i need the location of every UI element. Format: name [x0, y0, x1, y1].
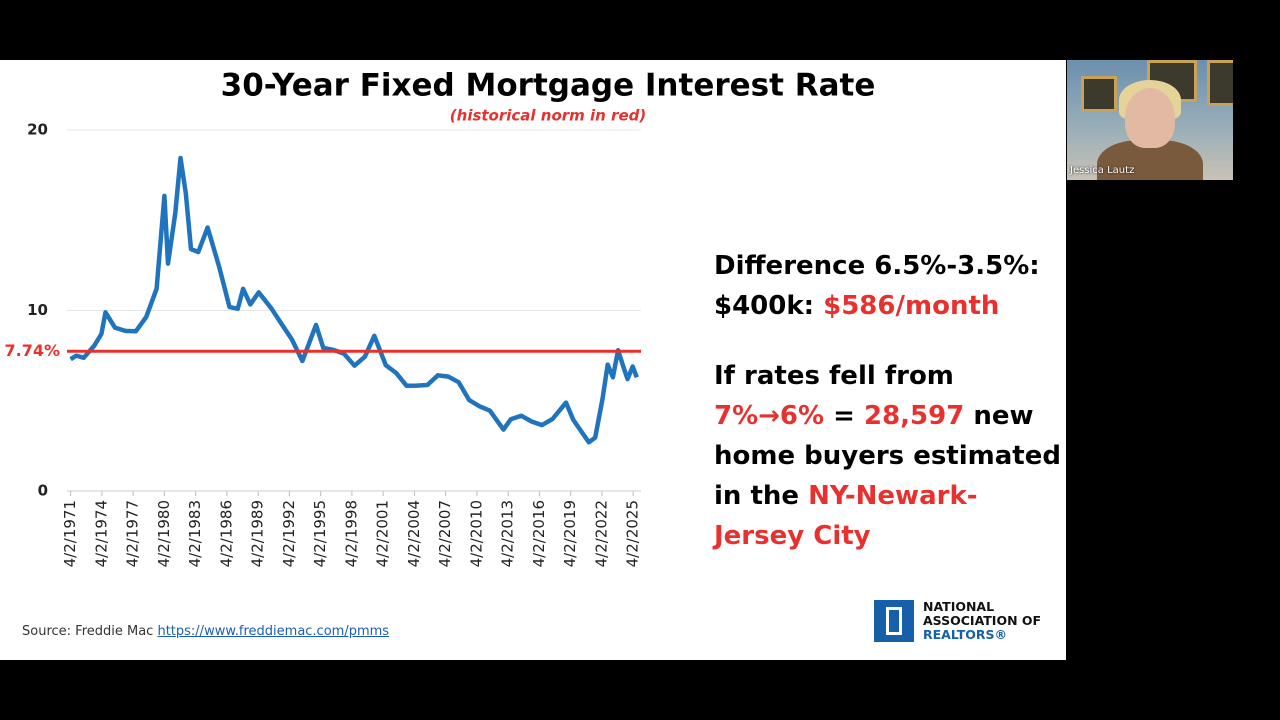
source: Source: Freddie Mac https://www.freddiem…: [22, 624, 389, 639]
callout-highlight: NY-Newark-Jersey City: [714, 481, 978, 551]
wall-picture: [1207, 60, 1233, 106]
x-tick-label: 4/2/2013: [499, 500, 517, 567]
x-tick-label: 4/2/2016: [530, 500, 548, 567]
x-tick-label: 4/2/1992: [280, 500, 298, 567]
logo-icon: [874, 600, 914, 642]
x-tick-label: 4/2/1980: [155, 500, 173, 567]
logo-line: REALTORS®: [923, 627, 1008, 642]
callout-line: home buyers estimated: [714, 441, 1061, 471]
x-tick-label: 4/2/2001: [374, 500, 392, 567]
callout-line: $400k: $586/month: [714, 286, 1040, 326]
logo-line: ASSOCIATION OF: [923, 613, 1042, 628]
wall-picture: [1081, 76, 1117, 112]
logo: NATIONAL ASSOCIATION OF REALTORS®: [874, 600, 1041, 642]
callout: If rates fell from 7%→6% = 28,597 new ho…: [714, 356, 1061, 556]
y-tick-label: 10: [27, 301, 48, 319]
participant-name: Jessica Lautz: [1070, 165, 1135, 176]
x-tick-label: 4/2/1998: [342, 500, 360, 567]
logo-line: NATIONAL: [923, 599, 995, 614]
video-tile: Jessica Lautz: [1067, 60, 1233, 180]
chart-title: 30-Year Fixed Mortgage Interest Rate: [221, 68, 876, 104]
slide: 30-Year Fixed Mortgage Interest Rate (hi…: [0, 60, 1066, 660]
chart-subtitle: (historical norm in red): [450, 107, 646, 125]
x-tick-label: 4/2/1971: [61, 500, 79, 567]
x-tick-label: 4/2/1983: [186, 500, 204, 567]
x-tick-label: 4/2/2022: [592, 500, 610, 567]
callout-line: in the NY-Newark-Jersey City: [714, 476, 1059, 556]
source-text: Source: Freddie Mac: [22, 624, 154, 639]
callout-highlight: $586/month: [823, 291, 1000, 321]
reference-label: 7.74%: [4, 341, 60, 360]
callout: Difference 6.5%-3.5%: $400k: $586/month: [714, 246, 1040, 326]
y-tick-label: 0: [38, 482, 48, 500]
x-tick-label: 4/2/2004: [405, 500, 423, 567]
x-tick-label: 4/2/1995: [311, 500, 329, 567]
callout-highlight: 7%→6%: [714, 401, 825, 431]
callout-line: 7%→6% = 28,597 new: [714, 396, 1061, 436]
x-tick-label: 4/2/1989: [249, 500, 267, 567]
callout-text: =: [833, 401, 855, 431]
rate-line: [69, 155, 639, 445]
x-tick-label: 4/2/1977: [124, 500, 142, 567]
participant-face: [1125, 88, 1175, 148]
x-tick-label: 4/2/2010: [467, 500, 485, 567]
x-tick-label: 4/2/1986: [217, 500, 235, 567]
callout-line: If rates fell from: [714, 361, 954, 391]
x-tick-label: 4/2/2007: [436, 500, 454, 567]
source-link[interactable]: https://www.freddiemac.com/pmms: [157, 624, 390, 639]
x-tick-label: 4/2/2019: [561, 500, 579, 567]
callout-text: new: [973, 401, 1034, 431]
chart: 30-Year Fixed Mortgage Interest Rate (hi…: [4, 68, 876, 568]
callout-line: Difference 6.5%-3.5%:: [714, 251, 1040, 281]
callout-text: $400k:: [714, 291, 815, 321]
callout-highlight: 28,597: [864, 401, 965, 431]
x-tick-label: 4/2/2025: [624, 500, 642, 567]
logo-text: NATIONAL ASSOCIATION OF REALTORS®: [923, 600, 1041, 642]
x-tick-label: 4/2/1974: [92, 500, 110, 567]
y-tick-label: 20: [27, 121, 48, 139]
callout-text: in the: [714, 481, 800, 511]
